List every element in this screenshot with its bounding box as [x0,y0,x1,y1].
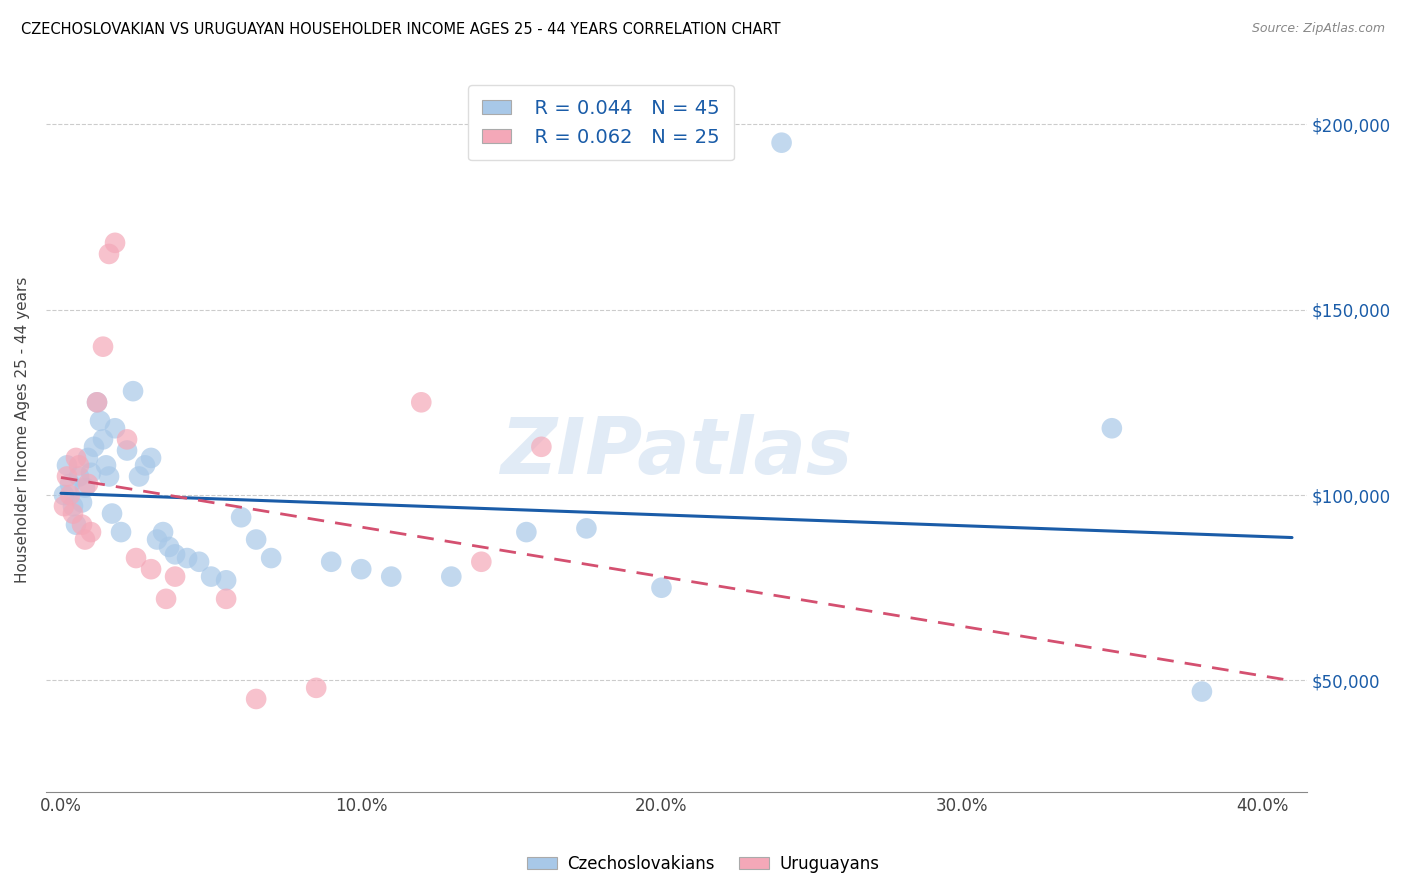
Czechoslovakians [65,517,87,532]
Czechoslovakians [215,574,238,588]
Czechoslovakians [231,510,253,524]
Uruguayans [67,458,90,473]
Uruguayans [470,555,492,569]
Czechoslovakians [770,136,793,150]
Czechoslovakians [245,533,267,547]
Uruguayans [56,469,79,483]
Uruguayans [165,569,187,583]
Text: ZIPatlas: ZIPatlas [501,414,852,490]
Uruguayans [53,499,76,513]
Czechoslovakians [80,466,103,480]
Uruguayans [98,247,121,261]
Czechoslovakians [122,384,145,399]
Czechoslovakians [128,469,150,483]
Uruguayans [139,562,162,576]
Uruguayans [80,525,103,540]
Czechoslovakians [134,458,156,473]
Czechoslovakians [77,450,100,465]
Czechoslovakians [94,458,117,473]
Czechoslovakians [176,551,198,566]
Czechoslovakians [67,469,90,483]
Czechoslovakians [188,555,211,569]
Czechoslovakians [110,525,132,540]
Uruguayans [70,517,93,532]
Text: Source: ZipAtlas.com: Source: ZipAtlas.com [1251,22,1385,36]
Uruguayans [65,450,87,465]
Czechoslovakians [83,440,105,454]
Uruguayans [125,551,148,566]
Uruguayans [77,476,100,491]
Czechoslovakians [152,525,174,540]
Czechoslovakians [104,421,127,435]
Czechoslovakians [200,569,222,583]
Czechoslovakians [73,481,96,495]
Czechoslovakians [89,414,111,428]
Uruguayans [59,488,82,502]
Czechoslovakians [86,395,108,409]
Y-axis label: Householder Income Ages 25 - 44 years: Householder Income Ages 25 - 44 years [15,277,30,583]
Czechoslovakians [1101,421,1123,435]
Legend:   R = 0.044   N = 45,   R = 0.062   N = 25: R = 0.044 N = 45, R = 0.062 N = 25 [468,86,734,161]
Czechoslovakians [56,458,79,473]
Uruguayans [115,433,138,447]
Uruguayans [155,591,177,606]
Czechoslovakians [575,521,598,535]
Czechoslovakians [53,488,76,502]
Czechoslovakians [62,499,84,513]
Text: CZECHOSLOVAKIAN VS URUGUAYAN HOUSEHOLDER INCOME AGES 25 - 44 YEARS CORRELATION C: CZECHOSLOVAKIAN VS URUGUAYAN HOUSEHOLDER… [21,22,780,37]
Czechoslovakians [650,581,672,595]
Czechoslovakians [1191,684,1213,698]
Czechoslovakians [380,569,402,583]
Czechoslovakians [165,547,187,561]
Czechoslovakians [321,555,343,569]
Czechoslovakians [91,433,114,447]
Czechoslovakians [101,507,124,521]
Uruguayans [530,440,553,454]
Uruguayans [104,235,127,250]
Czechoslovakians [157,540,180,554]
Uruguayans [91,340,114,354]
Czechoslovakians [146,533,169,547]
Uruguayans [86,395,108,409]
Czechoslovakians [260,551,283,566]
Czechoslovakians [70,495,93,509]
Uruguayans [245,692,267,706]
Czechoslovakians [115,443,138,458]
Uruguayans [411,395,433,409]
Czechoslovakians [515,525,537,540]
Czechoslovakians [440,569,463,583]
Legend: Czechoslovakians, Uruguayans: Czechoslovakians, Uruguayans [520,848,886,880]
Czechoslovakians [59,476,82,491]
Czechoslovakians [139,450,162,465]
Uruguayans [73,533,96,547]
Uruguayans [305,681,328,695]
Czechoslovakians [350,562,373,576]
Uruguayans [62,507,84,521]
Uruguayans [215,591,238,606]
Czechoslovakians [98,469,121,483]
